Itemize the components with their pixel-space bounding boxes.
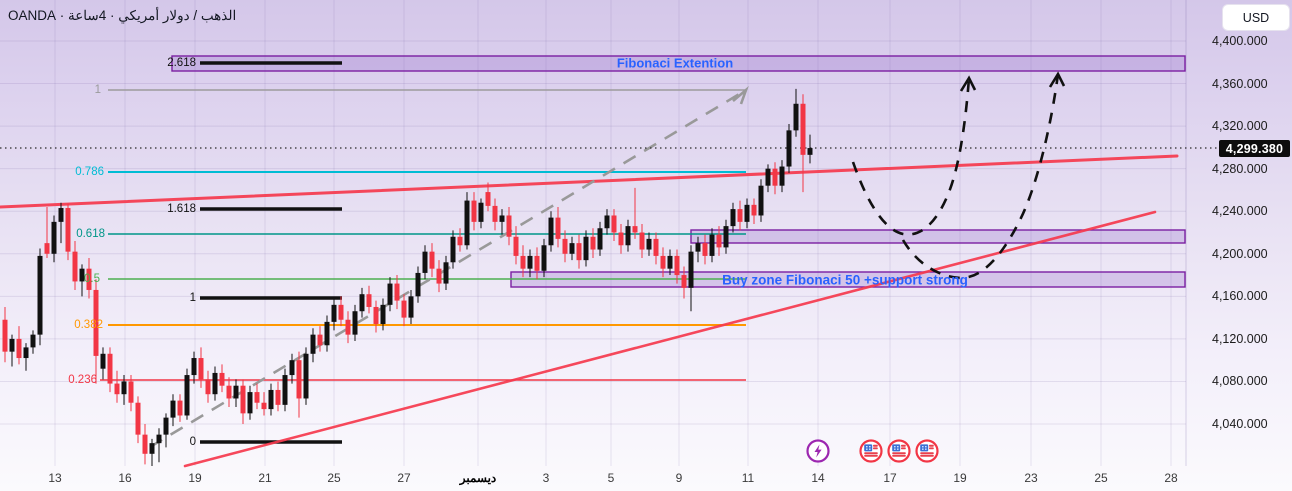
time-tick-label: 25 <box>1094 471 1108 485</box>
time-tick-label: 16 <box>118 471 132 485</box>
fib-label-0.382: 0.382 <box>74 319 103 331</box>
time-tick-label: 3 <box>542 471 550 485</box>
fib-label-0.236: 0.236 <box>68 374 97 386</box>
projection-curve-1 <box>851 77 971 236</box>
price-tick-label: 4,040.000 <box>1212 417 1268 431</box>
us-flag-icon[interactable] <box>886 438 912 464</box>
fib-label-1: 1 <box>94 84 101 96</box>
us-flag-icon[interactable] <box>914 438 940 464</box>
symbol-title: الذهب / دولار أمريكي · 4ساعة · OANDA <box>8 8 237 23</box>
fibonacci-extension-label: Fibonaci Extention <box>616 55 734 71</box>
fibonacci-extension-zone <box>171 55 1186 72</box>
price-tick-label: 4,200.000 <box>1212 246 1268 261</box>
time-tick-label: 28 <box>1164 471 1178 485</box>
last-price-tag: 4,299.380 <box>1219 140 1290 157</box>
time-tick-label: 13 <box>48 471 62 485</box>
price-tick-label: 4,280.000 <box>1212 161 1268 176</box>
fib-label-0: 0 <box>189 436 196 448</box>
flash-icon[interactable] <box>805 438 831 464</box>
time-tick-label: 19 <box>953 471 967 485</box>
currency-usd-button[interactable]: USD <box>1222 4 1290 31</box>
price-tick-label: 4,240.000 <box>1212 204 1268 219</box>
price-tick-label: 4,400.000 <box>1212 34 1268 48</box>
fib-label-0.786: 0.786 <box>75 166 104 178</box>
candles <box>2 88 813 466</box>
time-tick-label: 19 <box>188 471 202 485</box>
time-tick-label: 27 <box>397 471 411 485</box>
time-tick-label: 9 <box>675 471 683 485</box>
fib-label-2.618: 2.618 <box>167 57 196 69</box>
price-tick-label: 4,360.000 <box>1212 76 1268 91</box>
price-tick-label: 4,160.000 <box>1212 289 1268 304</box>
time-tick-label: ديسمبر <box>459 471 497 485</box>
resistance-zone <box>690 229 1186 244</box>
time-tick-label: 11 <box>741 471 755 485</box>
time-tick-label: 25 <box>327 471 341 485</box>
price-tick-label: 4,320.000 <box>1212 119 1268 134</box>
buy-zone-label: Buy zone Fibonaci 50 +support strong <box>722 272 968 288</box>
time-tick-label: 17 <box>883 471 897 485</box>
upper-channel-line <box>0 154 1179 209</box>
price-tick-label: 4,120.000 <box>1212 331 1268 346</box>
time-tick-label: 23 <box>1024 471 1038 485</box>
us-flag-icon[interactable] <box>858 438 884 464</box>
fib-label-1.618: 1.618 <box>167 203 196 215</box>
time-tick-label: 21 <box>258 471 272 485</box>
time-tick-label: 14 <box>811 471 825 485</box>
fib-label-0.5: 0.5 <box>84 273 100 285</box>
fib-label-0.618: 0.618 <box>76 228 105 240</box>
price-tick-label: 4,080.000 <box>1212 374 1268 389</box>
projection-curve-2 <box>901 73 1060 280</box>
fib-label-1: 1 <box>189 292 196 304</box>
lower-channel-line <box>183 210 1157 468</box>
time-tick-label: 5 <box>607 471 615 485</box>
